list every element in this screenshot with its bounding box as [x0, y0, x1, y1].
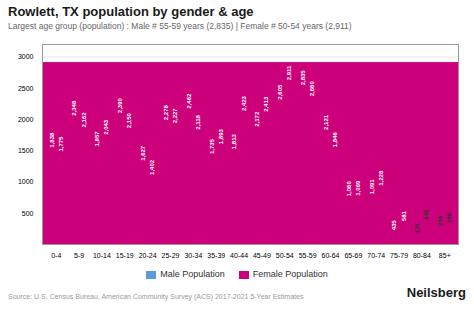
svg-text:130: 130	[414, 223, 420, 234]
svg-text:2000: 2000	[18, 116, 34, 123]
html-text:Female Population: Female Population	[252, 269, 328, 279]
svg-text:2,150: 2,150	[126, 112, 132, 128]
svg-text:1,893: 1,893	[218, 129, 224, 145]
svg-text:2,227: 2,227	[172, 108, 178, 124]
html-text:Rowlett, TX population by gend: Rowlett, TX population by gender & age	[8, 4, 254, 19]
svg-text:2,172: 2,172	[254, 111, 260, 127]
svg-text:1,857: 1,857	[94, 131, 100, 147]
svg-text:2,390: 2,390	[117, 97, 123, 113]
svg-text:1,060: 1,060	[346, 181, 352, 197]
svg-text:2,278: 2,278	[163, 104, 169, 120]
svg-text:85+: 85+	[439, 252, 451, 259]
svg-text:298: 298	[446, 212, 452, 223]
svg-text:2,835: 2,835	[300, 70, 306, 86]
svg-text:435: 435	[391, 220, 397, 231]
svg-text:2500: 2500	[18, 84, 34, 91]
svg-text:80-84: 80-84	[413, 252, 431, 259]
svg-text:248: 248	[437, 215, 443, 226]
svg-text:5-9: 5-9	[74, 252, 84, 259]
svg-text:15-19: 15-19	[116, 252, 134, 259]
svg-text:581: 581	[401, 211, 407, 222]
svg-text:45-49: 45-49	[253, 252, 271, 259]
svg-text:60-64: 60-64	[322, 252, 340, 259]
svg-text:2,162: 2,162	[81, 112, 87, 128]
svg-text:25-29: 25-29	[162, 252, 180, 259]
svg-text:1,735: 1,735	[209, 138, 215, 154]
svg-text:500: 500	[22, 209, 34, 216]
svg-text:349: 349	[423, 209, 429, 220]
svg-text:0-4: 0-4	[51, 252, 61, 259]
html-text:Largest age group (population): Largest age group (population) : Male # …	[8, 21, 352, 31]
svg-text:70-74: 70-74	[367, 252, 385, 259]
svg-text:2,121: 2,121	[323, 114, 329, 130]
svg-text:1,813: 1,813	[231, 134, 237, 150]
svg-text:1,775: 1,775	[58, 136, 64, 152]
svg-text:20-24: 20-24	[139, 252, 157, 259]
svg-text:2,462: 2,462	[186, 93, 192, 109]
svg-text:30-34: 30-34	[184, 252, 202, 259]
svg-text:2,118: 2,118	[195, 114, 201, 129]
svg-text:40-44: 40-44	[230, 252, 248, 259]
html-text:Male Population: Male Population	[160, 269, 225, 279]
svg-text:1,069: 1,069	[355, 180, 361, 196]
svg-text:1,228: 1,228	[378, 170, 384, 186]
svg-text:75-79: 75-79	[390, 252, 408, 259]
svg-text:50-54: 50-54	[276, 252, 294, 259]
svg-text:55-59: 55-59	[299, 252, 317, 259]
svg-text:2,043: 2,043	[103, 119, 109, 135]
svg-text:1,846: 1,846	[332, 131, 338, 147]
svg-text:2,413: 2,413	[263, 96, 269, 112]
html-text:Source: U.S. Census Bureau, Am: Source: U.S. Census Bureau, American Com…	[8, 293, 304, 300]
svg-text:1,402: 1,402	[149, 159, 155, 175]
svg-text:35-39: 35-39	[207, 252, 225, 259]
svg-text:2,660: 2,660	[309, 81, 315, 97]
svg-text:10-14: 10-14	[93, 252, 111, 259]
svg-text:1000: 1000	[18, 178, 34, 185]
html-text:Neilsberg: Neilsberg	[406, 285, 466, 300]
svg-text:3000: 3000	[18, 53, 34, 60]
svg-text:65-69: 65-69	[344, 252, 362, 259]
svg-text:2,911: 2,911	[286, 65, 292, 80]
svg-text:2,605: 2,605	[277, 84, 283, 100]
svg-text:2,423: 2,423	[241, 95, 247, 111]
svg-text:1,627: 1,627	[140, 145, 146, 161]
svg-text:1,838: 1,838	[49, 132, 55, 148]
svg-text:1,091: 1,091	[369, 179, 375, 195]
svg-text:2,348: 2,348	[71, 100, 77, 116]
svg-text:1500: 1500	[18, 147, 34, 154]
